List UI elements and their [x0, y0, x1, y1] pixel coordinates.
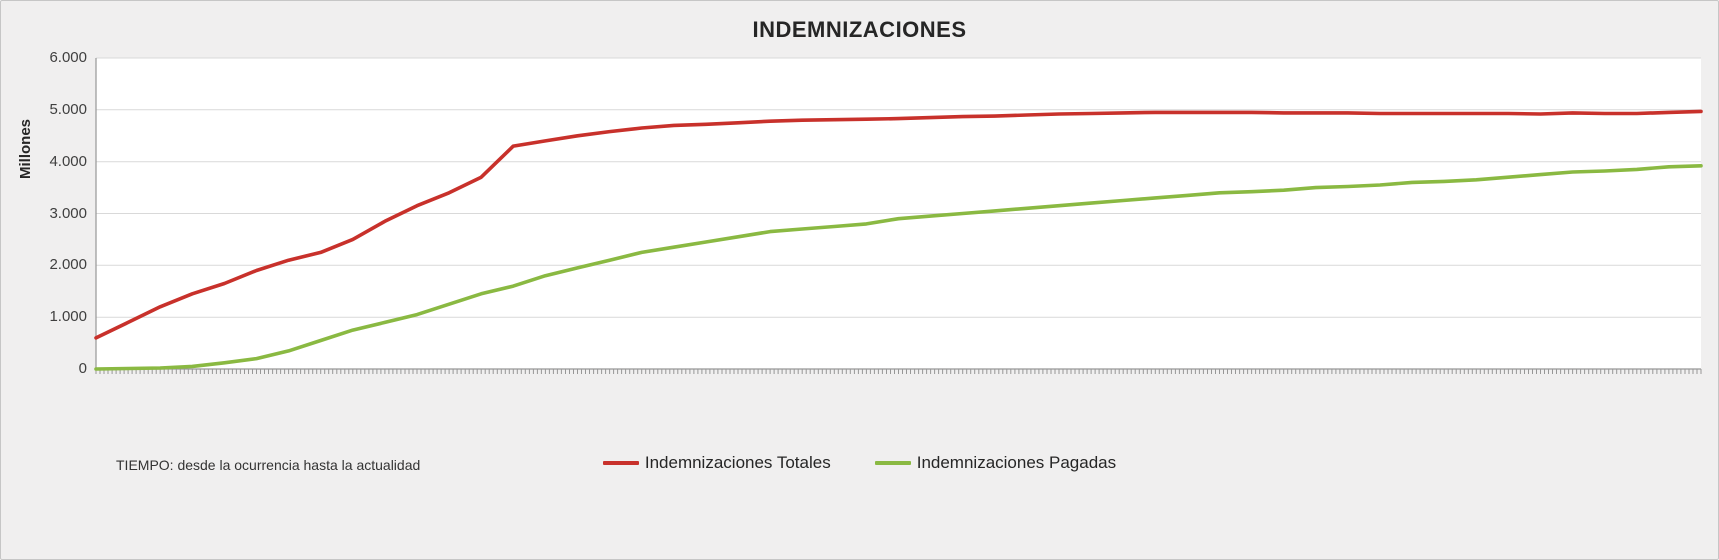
chart-title: INDEMNIZACIONES [752, 17, 967, 42]
y-axis-tick-label: 0 [78, 360, 87, 377]
plot-area [94, 57, 1703, 374]
legend-label-totales: Indemnizaciones Totales [644, 453, 831, 472]
y-axis-tick-label: 4.000 [49, 152, 87, 170]
y-axis-tick-label: 5.000 [49, 100, 87, 118]
time-axis-note: TIEMPO: desde la ocurrencia hasta la act… [116, 457, 421, 473]
y-axis-tick-label: 2.000 [49, 256, 87, 274]
legend-line-swatch-green [874, 461, 911, 465]
y-axis-tick-label: 3.000 [49, 204, 87, 222]
y-axis-tick-label: 6.000 [49, 49, 87, 66]
legend-item-indemnizaciones-pagadas: Indemnizaciones Pagadas [874, 453, 1117, 473]
chart-legend: Indemnizaciones Totales Indemnizaciones … [1, 453, 1718, 473]
legend-item-indemnizaciones-totales: Indemnizaciones Totales [602, 453, 831, 473]
legend-label-pagadas: Indemnizaciones Pagadas [916, 453, 1117, 472]
legend-line-swatch-red [602, 461, 639, 465]
y-axis-tick-label: 1.000 [49, 308, 87, 326]
